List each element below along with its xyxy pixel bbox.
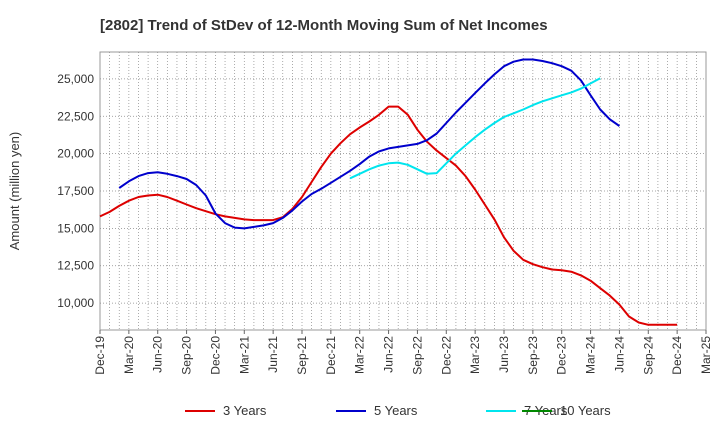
y-tick-label: 22,500 [57, 109, 94, 123]
x-tick-label: Mar-22 [353, 336, 367, 374]
x-tick-label: Sep-23 [526, 336, 540, 375]
x-tick-label: Jun-23 [497, 336, 511, 373]
x-tick-label: Sep-21 [295, 336, 309, 375]
x-tick-label: Jun-22 [382, 336, 396, 373]
x-tick-label: Mar-21 [237, 336, 251, 374]
legend-label: 3 Years [223, 403, 267, 418]
y-tick-label: 12,500 [57, 259, 94, 273]
x-tick-label: Mar-25 [699, 336, 713, 374]
x-tick-label: Mar-24 [584, 336, 598, 374]
x-tick-label: Jun-20 [151, 336, 165, 373]
x-tick-label: Dec-24 [670, 336, 684, 375]
x-tick-label: Dec-19 [93, 336, 107, 375]
x-axis: Dec-19 Mar-20 Jun-20 Sep-20 Dec-20 Mar-21 Jun-… [93, 330, 713, 375]
series-line-3-years [99, 105, 678, 326]
x-tick-label: Sep-24 [641, 336, 655, 375]
x-tick-label: Dec-20 [208, 336, 222, 375]
y-tick-label: 15,000 [57, 221, 94, 235]
legend-label: 5 Years [374, 403, 418, 418]
y-axis-label: Amount (million yen) [7, 132, 22, 251]
x-tick-label: Mar-23 [468, 336, 482, 374]
x-tick-label: Jun-24 [612, 336, 626, 373]
series-line-5-years [118, 58, 620, 230]
x-tick-label: Jun-21 [266, 336, 280, 373]
y-tick-label: 17,500 [57, 184, 94, 198]
series-line-7-years [349, 77, 601, 180]
series-lines [99, 58, 678, 326]
y-tick-label: 10,000 [57, 296, 94, 310]
chart-title: [2802] Trend of StDev of 12-Month Moving… [100, 17, 548, 34]
x-tick-label: Dec-23 [555, 336, 569, 375]
y-tick-label: 20,000 [57, 147, 94, 161]
x-tick-label: Mar-20 [122, 336, 136, 374]
gridlines [100, 52, 706, 330]
x-tick-label: Dec-21 [324, 336, 338, 375]
legend-label: 10 Years [560, 403, 611, 418]
y-axis: 10,000 12,500 15,000 17,500 20,000 22,500 25,0… [57, 72, 94, 310]
x-tick-label: Sep-22 [410, 336, 424, 375]
x-tick-label: Dec-22 [439, 336, 453, 375]
x-tick-label: Sep-20 [180, 336, 194, 375]
y-tick-label: 25,000 [57, 72, 94, 86]
